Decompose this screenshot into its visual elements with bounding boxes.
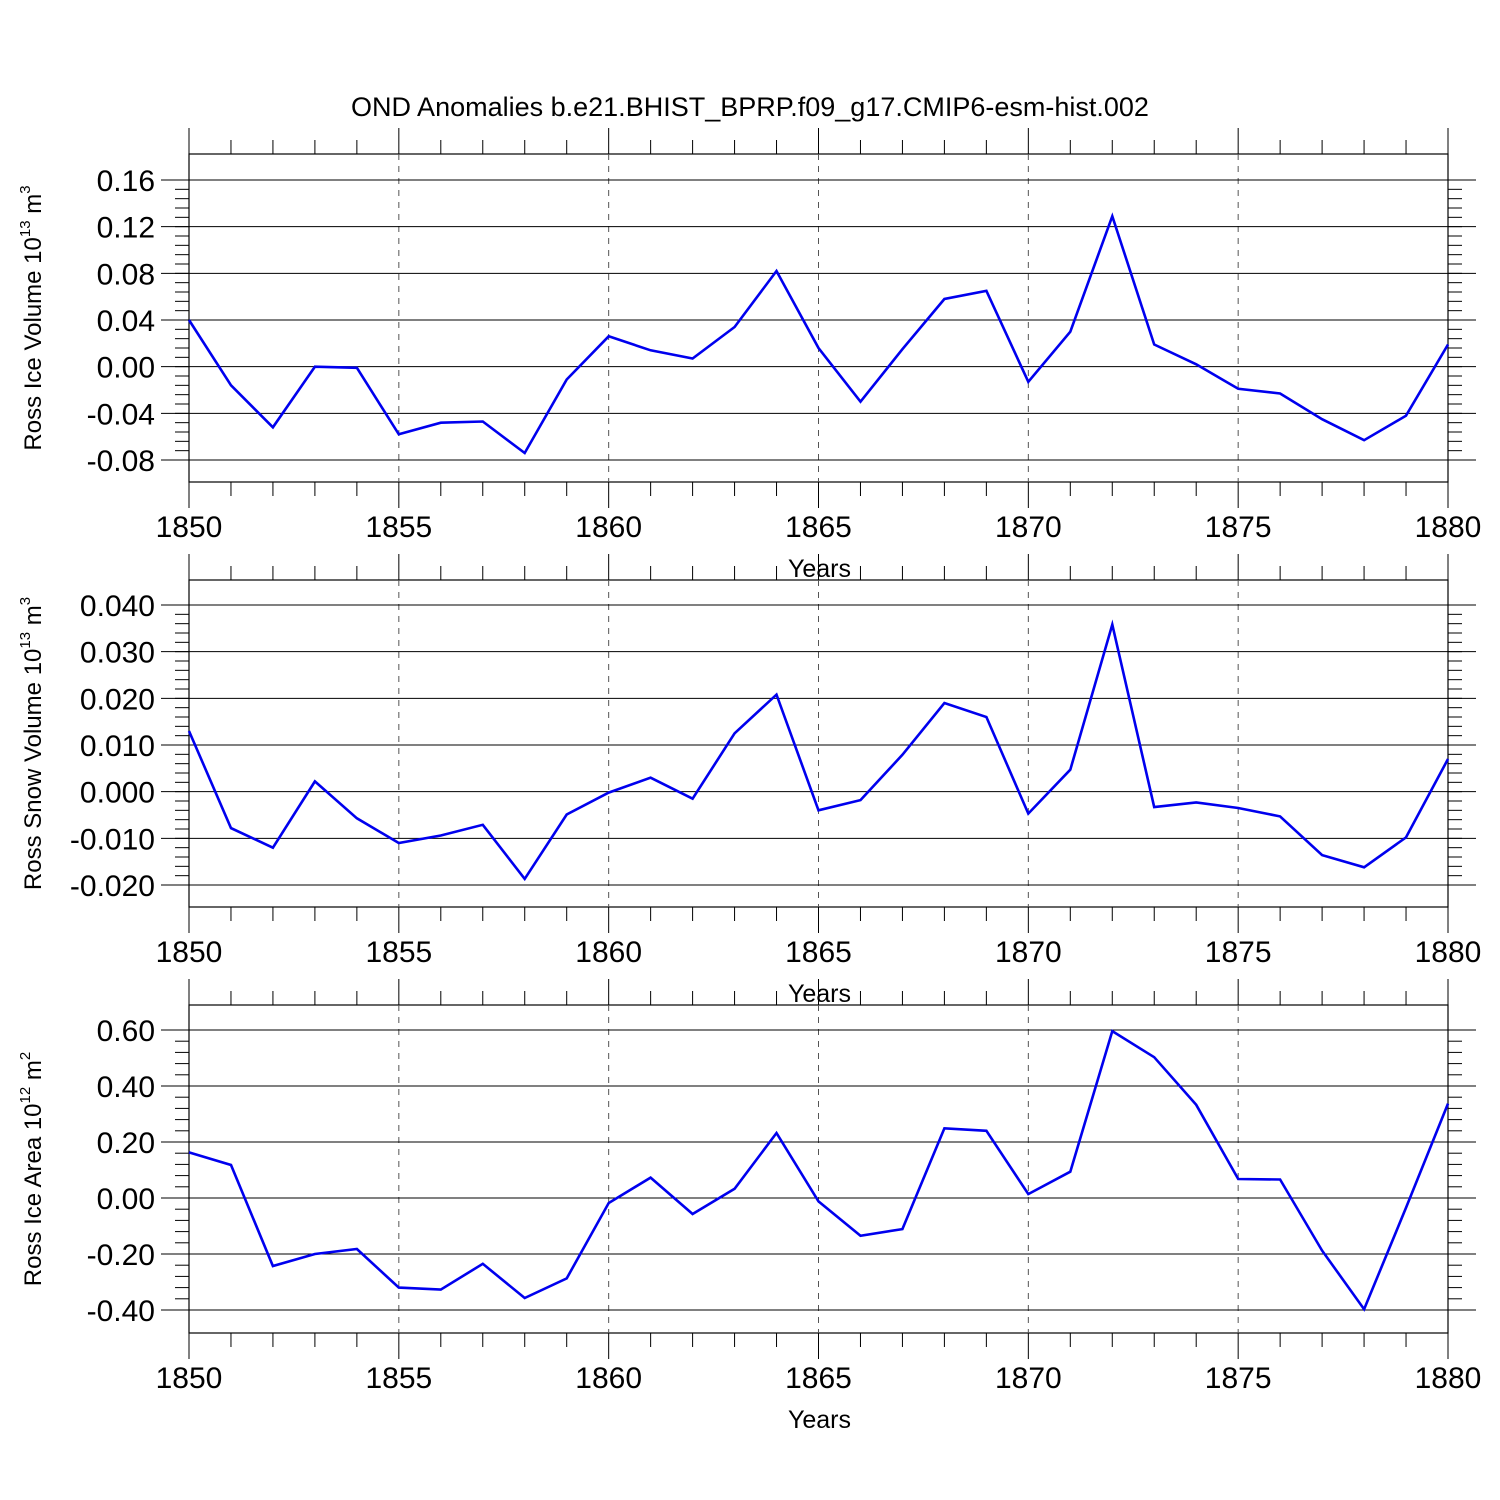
y-axis-label-exponent: 13 [17, 220, 34, 237]
panel-2: 0.0400.0300.0200.0100.000-0.010-0.020185… [17, 554, 1481, 1008]
y-axis-label-unit-exponent: 3 [17, 597, 34, 605]
x-tick-label: 1860 [575, 511, 642, 544]
y-axis-label-text: Ross Snow Volume 10 [20, 649, 47, 890]
y-tick-label: -0.20 [87, 1239, 155, 1272]
x-tick-label: 1865 [785, 1362, 852, 1395]
y-tick-label: 0.00 [97, 1183, 155, 1216]
y-tick-label: 0.00 [97, 352, 155, 385]
x-axis-label: Years [788, 555, 851, 583]
y-axis-label: Ross Ice Volume 1013 m3 [17, 185, 47, 450]
y-tick-label: 0.40 [97, 1071, 155, 1104]
y-axis-label-unit: m [20, 605, 47, 632]
y-tick-label: -0.40 [87, 1295, 155, 1328]
panel-3: 0.60 0.40 0.20 0.00 -0.20 -0.40 1850 1855 1860 18… [17, 979, 1481, 1434]
x-tick-label: 1870 [995, 511, 1062, 544]
x-tick-label: 1870 [995, 936, 1062, 969]
y-tick-label: 0.040 [80, 590, 155, 623]
x-tick-label: 1850 [156, 1362, 223, 1395]
x-tick-label: 1855 [365, 936, 432, 969]
y-axis-label-unit: m [20, 1060, 47, 1087]
x-tick-label: 1880 [1415, 936, 1482, 969]
x-tick-label: 1875 [1205, 936, 1272, 969]
y-tick-label: 0.16 [97, 165, 155, 198]
x-tick-label: 1875 [1205, 1362, 1272, 1395]
series-line [187, 619, 1450, 882]
y-tick-label: -0.010 [70, 823, 155, 856]
x-tick-label: 1875 [1205, 511, 1272, 544]
y-axis-label-exponent: 12 [17, 1087, 34, 1104]
y-axis-label-unit: m [20, 194, 47, 221]
x-tick-label: 1865 [785, 511, 852, 544]
y-tick-label: 0.20 [97, 1127, 155, 1160]
chart-title: OND Anomalies b.e21.BHIST_BPRP.f09_g17.C… [351, 92, 1149, 122]
y-tick-label: 0.60 [97, 1015, 155, 1048]
x-tick-label: 1855 [365, 511, 432, 544]
y-axis-label-exponent: 13 [17, 632, 34, 649]
x-axis-label: Years [788, 980, 851, 1008]
x-tick-label: 1880 [1415, 1362, 1482, 1395]
x-tick-label: 1880 [1415, 511, 1482, 544]
y-tick-label: -0.08 [87, 445, 155, 478]
y-tick-label: -0.04 [87, 398, 155, 431]
x-axis-label: Years [788, 1406, 851, 1434]
y-tick-label: 0.12 [97, 212, 155, 245]
y-axis-label: Ross Snow Volume 1013 m3 [17, 597, 47, 890]
y-tick-label: 0.020 [80, 683, 155, 716]
x-tick-label: 1850 [156, 511, 223, 544]
y-axis-label-unit-exponent: 2 [17, 1052, 34, 1060]
x-tick-label: 1855 [365, 1362, 432, 1395]
y-tick-label: 0.010 [80, 730, 155, 763]
y-axis-label-text: Ross Ice Volume 10 [20, 237, 47, 450]
y-axis-label-text: Ross Ice Area 10 [20, 1103, 47, 1286]
y-tick-label: 0.08 [97, 258, 155, 291]
x-tick-label: 1850 [156, 936, 223, 969]
y-tick-label: 0.030 [80, 637, 155, 670]
x-tick-label: 1860 [575, 936, 642, 969]
x-tick-label: 1870 [995, 1362, 1062, 1395]
y-tick-label: -0.020 [70, 870, 155, 903]
x-tick-label: 1865 [785, 936, 852, 969]
x-tick-label: 1860 [575, 1362, 642, 1395]
y-tick-label: 0.04 [97, 305, 155, 338]
y-axis-label: Ross Ice Area 1012 m2 [17, 1052, 47, 1286]
series-line [188, 1029, 1450, 1312]
y-axis-label-unit-exponent: 3 [17, 185, 34, 193]
y-tick-label: 0.000 [80, 777, 155, 810]
